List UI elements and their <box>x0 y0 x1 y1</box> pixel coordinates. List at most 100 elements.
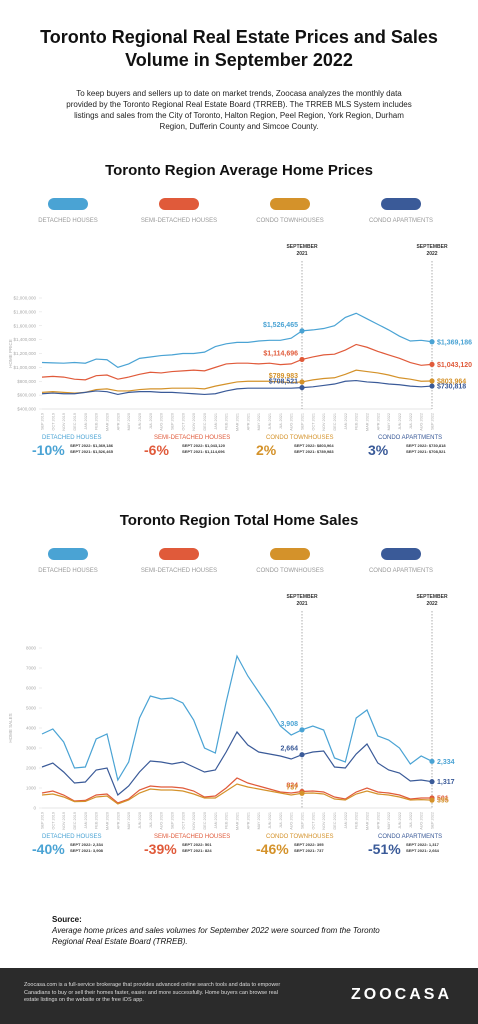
summary-heading: CONDO TOWNHOUSES <box>266 834 333 840</box>
summary-heading: CONDO APARTMENTS <box>378 834 442 840</box>
point-marker <box>299 752 305 758</box>
data-label: 395 <box>437 798 449 805</box>
data-label: 501 <box>437 795 449 802</box>
y-tick-label: 2000 <box>26 766 37 771</box>
x-tick-label: APR 2021 <box>246 812 250 829</box>
legend-label: CONDO APARTMENTS <box>369 568 433 574</box>
footer: Zoocasa.com is a full-service brokerage … <box>0 968 478 1024</box>
legend-swatch <box>159 548 199 560</box>
point-marker <box>429 339 435 345</box>
y-tick-label: $1,200,000 <box>13 351 36 356</box>
x-tick-label: MAR 2020 <box>106 812 110 830</box>
annotation-label: SEPTEMBER <box>416 244 448 250</box>
y-tick-label: 8000 <box>26 646 37 651</box>
series-line <box>41 777 433 804</box>
x-tick-label: APR 2020 <box>116 413 120 430</box>
point-marker <box>299 790 305 796</box>
x-tick-label: SEP 2020 <box>171 413 175 430</box>
data-label: 2,664 <box>280 746 298 753</box>
data-label: 1,317 <box>437 779 455 786</box>
data-label: $789,983 <box>269 373 298 380</box>
source-label: Source: <box>52 915 82 924</box>
page-title: Toronto Regional Real Estate Prices and … <box>40 27 438 70</box>
logo: ZOOCASA <box>351 986 452 1003</box>
annotation-label: 2022 <box>426 251 437 257</box>
summary-line: SEPT 2022: $730,818 <box>406 443 446 448</box>
legend-swatch <box>48 198 88 210</box>
data-label: $1,114,696 <box>263 350 298 357</box>
x-tick-label: NOV 2020 <box>192 812 196 830</box>
summary-line: SEPT 2022: $1,043,120 <box>182 443 226 448</box>
x-tick-label: JUN 2021 <box>268 812 272 829</box>
source: Source: Average home prices and sales vo… <box>52 914 412 947</box>
x-tick-label: FEB 2022 <box>355 413 359 430</box>
footer-text: Zoocasa.com is a full-service brokerage … <box>24 982 281 1003</box>
x-tick-label: MAY 2020 <box>127 812 131 829</box>
x-tick-label: NOV 2020 <box>192 413 196 431</box>
point-marker <box>429 797 435 803</box>
y-tick-label: $2,000,000 <box>13 296 36 301</box>
summary-line: SEPT 2022: 501 <box>182 842 212 847</box>
series-line <box>41 343 433 381</box>
summary-line: SEPT 2021: 737 <box>294 848 324 853</box>
series-line <box>41 312 433 369</box>
y-tick-label: $400,000 <box>17 407 36 412</box>
x-tick-label: OCT 2020 <box>181 812 185 829</box>
data-label: $803,964 <box>437 378 466 385</box>
point-marker <box>429 383 435 389</box>
y-axis-title: HOME PRICE <box>8 339 13 368</box>
x-tick-label: APR 2020 <box>116 812 120 829</box>
x-tick-label: AUG 2022 <box>420 413 424 431</box>
summary-line: SEPT 2021: 3,908 <box>70 848 104 853</box>
x-tick-label: DEC 2020 <box>203 812 207 830</box>
annotation-label: SEPTEMBER <box>286 594 318 600</box>
summary-line: SEPT 2021: 824 <box>182 848 212 853</box>
summary-heading: CONDO TOWNHOUSES <box>266 435 333 441</box>
x-tick-label: JUN 2021 <box>268 413 272 430</box>
series-line <box>41 730 433 796</box>
x-tick-label: APR 2022 <box>376 812 380 829</box>
point-marker <box>429 758 435 764</box>
series-line <box>41 654 433 782</box>
x-tick-label: MAR 2021 <box>236 812 240 830</box>
x-tick-label: MAY 2021 <box>257 413 261 430</box>
summary-change: 2% <box>256 442 277 458</box>
x-tick-label: SEP 2021 <box>301 812 305 829</box>
x-tick-label: MAR 2020 <box>106 413 110 431</box>
legend-label: CONDO TOWNHOUSES <box>256 568 323 574</box>
data-label: 737 <box>286 784 298 791</box>
x-tick-label: SEP 2020 <box>171 812 175 829</box>
summary-heading: SEMI-DETACHED HOUSES <box>154 834 230 840</box>
x-tick-label: JAN 2022 <box>344 812 348 829</box>
point-marker <box>429 361 435 367</box>
y-tick-label: $1,800,000 <box>13 309 36 314</box>
annotation-label: 2021 <box>296 251 307 257</box>
x-tick-label: AUG 2020 <box>160 413 164 431</box>
x-tick-label: DEC 2021 <box>333 812 337 830</box>
x-tick-label: MAY 2020 <box>127 413 131 430</box>
legend-label: SEMI-DETACHED HOUSES <box>141 218 217 224</box>
summary-change: -40% <box>32 841 65 857</box>
x-tick-label: AUG 2021 <box>290 812 294 830</box>
x-tick-label: AUG 2021 <box>290 413 294 431</box>
x-tick-label: JUL 2020 <box>149 812 153 828</box>
point-marker <box>299 356 305 363</box>
annotation-label: SEPTEMBER <box>286 244 318 250</box>
x-tick-label: NOV 2021 <box>322 413 326 431</box>
x-tick-label: JAN 2020 <box>84 413 88 430</box>
y-tick-label: 6000 <box>26 686 37 691</box>
summary-change: -46% <box>256 841 289 857</box>
x-tick-label: OCT 2021 <box>311 812 315 829</box>
summary-change: -39% <box>144 841 177 857</box>
annotation-label: SEPTEMBER <box>416 594 448 600</box>
summary-line: SEPT 2021: $789,983 <box>294 449 334 454</box>
y-tick-label: $1,400,000 <box>13 337 36 342</box>
legend-swatch <box>381 198 421 210</box>
y-tick-label: 5000 <box>26 706 37 711</box>
data-label: $1,526,465 <box>263 322 298 329</box>
data-label: 3,908 <box>280 721 298 728</box>
summary-change: 3% <box>368 442 389 458</box>
x-tick-label: JUL 2021 <box>279 413 283 429</box>
x-tick-label: MAY 2022 <box>387 812 391 829</box>
